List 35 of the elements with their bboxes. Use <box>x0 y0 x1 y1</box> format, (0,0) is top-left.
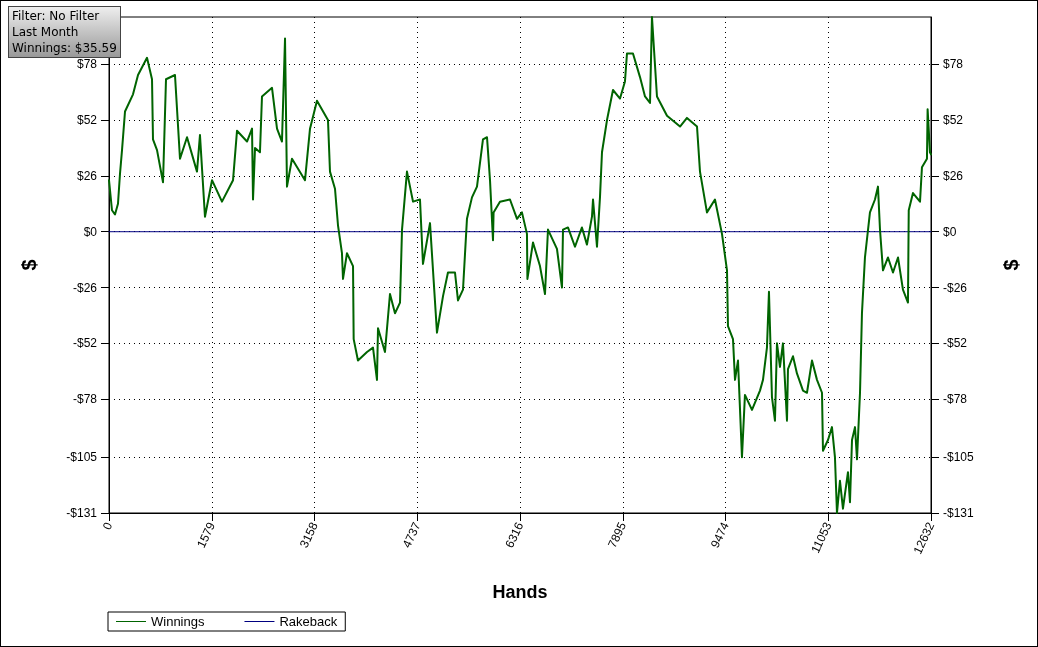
x-tick-label: 0 <box>99 519 116 533</box>
text: Last Month <box>12 24 80 40</box>
y2-tick-label: -$26 <box>943 280 968 295</box>
y-tick-label: $78 <box>76 57 98 72</box>
x-tick-label: 9474 <box>707 519 732 551</box>
y2-tick-label: -$52 <box>943 336 968 351</box>
y2-tick-label: -$78 <box>943 392 968 407</box>
y2-tick-label: $78 <box>943 57 964 72</box>
y2-tick-label: $26 <box>943 168 964 183</box>
y2-tick-label: -$131 <box>943 506 975 520</box>
y2-tick-label: $52 <box>943 113 964 128</box>
y2-axis-title: $ <box>1000 259 1022 271</box>
x-tick-label: 11053 <box>808 519 835 556</box>
y-tick-label: -$26 <box>72 280 98 295</box>
text: Filter: No Filter <box>12 8 101 24</box>
y2-tick-label: -$105 <box>943 450 975 465</box>
y-tick-label: -$78 <box>72 392 98 407</box>
x-tick-label: 6316 <box>502 519 527 551</box>
x-axis-title: Hands <box>492 582 548 602</box>
x-tick-label: 3158 <box>296 519 321 551</box>
legend-label: Rakeback <box>279 614 338 629</box>
annotation: Winnings: $35.59 <box>12 40 117 56</box>
x-tick-label: 1579 <box>194 519 219 551</box>
x-tick-label: 4737 <box>399 519 424 551</box>
x-tick-label: 7895 <box>605 519 630 551</box>
y-tick-label: $26 <box>76 168 98 183</box>
y-tick-label: -$52 <box>72 336 98 351</box>
y-tick-label: -$131 <box>66 506 98 520</box>
x-tick-label: 12632 <box>910 519 938 557</box>
y-tick-label: $0 <box>83 224 98 239</box>
y-tick-label: $52 <box>76 113 98 128</box>
y2-tick-label: $0 <box>943 224 957 239</box>
legend-label: Winnings <box>151 614 205 629</box>
y-axis-title: $ <box>18 259 40 271</box>
y-tick-label: -$105 <box>66 450 98 465</box>
